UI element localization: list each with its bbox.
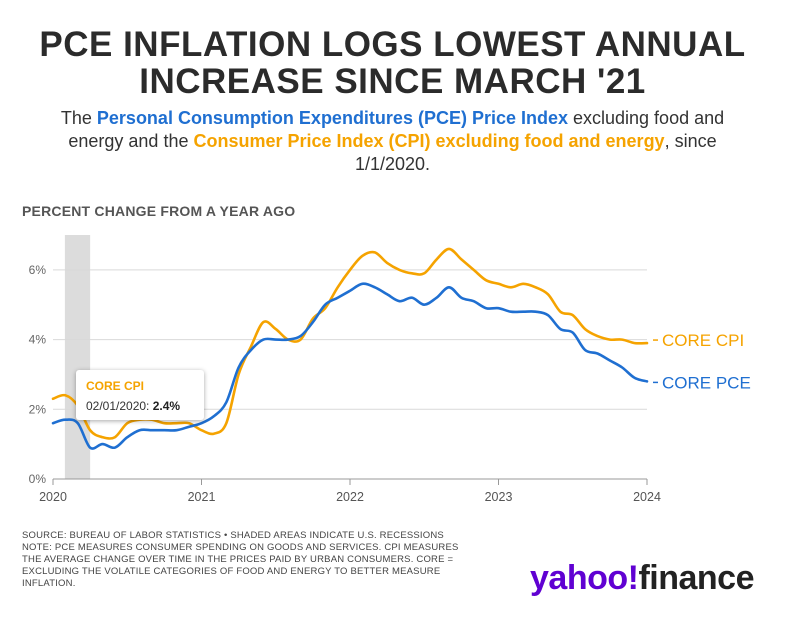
logo-bang-text: !: [627, 559, 639, 597]
title-line-1: PCE INFLATION LOGS LOWEST ANNUAL: [39, 25, 746, 64]
x-tick-label: 2023: [485, 490, 513, 504]
chart-title: PCE INFLATION LOGS LOWEST ANNUAL INCREAS…: [0, 26, 785, 100]
x-tick-label: 2024: [633, 490, 661, 504]
footnote-line-3: EXCLUDING THE VOLATILE CATEGORIES OF FOO…: [22, 566, 441, 577]
logo-finance-text: finance: [638, 559, 754, 597]
subtitle-cpi-highlight: Consumer Price Index (CPI) excluding foo…: [193, 131, 665, 151]
subtitle-text-post: , since 1/1/2020.: [354, 131, 717, 174]
tooltip-series-label: CORE CPI: [86, 379, 145, 393]
subtitle-text-mid: excluding food and energy and the: [68, 108, 725, 151]
tooltip-value: 2.4%: [152, 399, 181, 413]
x-tick-label: 2022: [336, 490, 364, 504]
core-cpi-end-label: CORE CPI: [662, 331, 744, 350]
chart-footnotes: SOURCE: BUREAU OF LABOR STATISTICS • SHA…: [22, 530, 502, 590]
logo-yahoo-text: yahoo: [530, 559, 628, 597]
tooltip-date: 02/01/2020:: [86, 399, 150, 413]
footnote-line-2: THE AVERAGE CHANGE OVER TIME IN THE PRIC…: [22, 554, 454, 565]
core-pce-end-label: CORE PCE: [662, 373, 751, 392]
title-line-2: INCREASE SINCE MARCH '21: [139, 62, 646, 101]
tooltip-value-line: 02/01/2020: 2.4%: [86, 399, 180, 413]
source-note: SOURCE: BUREAU OF LABOR STATISTICS • SHA…: [22, 530, 444, 541]
data-tooltip: CORE CPI 02/01/2020: 2.4%: [76, 370, 204, 420]
yahoo-finance-logo[interactable]: yahoo!finance: [530, 558, 754, 598]
x-tick-label: 2021: [188, 490, 216, 504]
footnote-line-1: NOTE: PCE MEASURES CONSUMER SPENDING ON …: [22, 542, 459, 553]
subtitle-text-pre: The: [60, 108, 97, 128]
core-pce-series-line: [51, 282, 649, 450]
y-tick-label: 2%: [29, 402, 47, 416]
subtitle-pce-highlight: Personal Consumption Expenditures (PCE) …: [96, 108, 568, 128]
y-tick-label: 0%: [29, 472, 47, 486]
y-tick-label: 4%: [29, 333, 47, 347]
y-axis-unit-label: PERCENT CHANGE FROM A YEAR AGO: [22, 203, 296, 219]
y-tick-label: 6%: [29, 263, 47, 277]
footnote-line-4: INFLATION.: [22, 578, 76, 589]
chart-subtitle: The Personal Consumption Expenditures (P…: [40, 107, 745, 176]
x-tick-label: 2020: [39, 490, 67, 504]
